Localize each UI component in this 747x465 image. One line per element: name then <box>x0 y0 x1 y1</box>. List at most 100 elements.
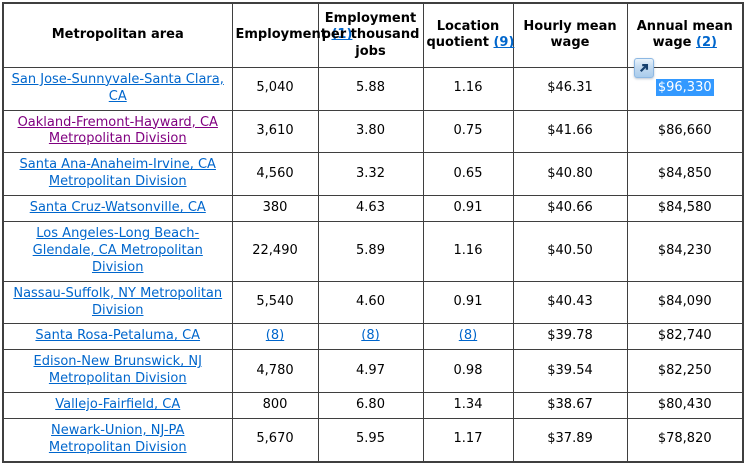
table-row: Newark-Union, NJ-PA Metropolitan Divisio… <box>2 417 744 463</box>
employment-per-thousand-cell: 6.80 <box>317 392 424 419</box>
cell-value: 5.95 <box>356 431 385 447</box>
location-quotient-cell: 1.16 <box>422 220 514 282</box>
annual-mean-wage-cell: $82,250 <box>626 349 744 394</box>
table-row: Los Angeles-Long Beach-Glendale, CA Metr… <box>2 220 744 282</box>
cell-value: 0.75 <box>453 122 483 138</box>
column-header-metro_area: Metropolitan area <box>2 2 233 68</box>
metro-area-cell: Santa Cruz-Watsonville, CA <box>2 195 233 222</box>
cell-value: $37.89 <box>547 431 593 447</box>
cell-value: 3,610 <box>256 122 294 138</box>
annual-mean-wage-cell: $84,580 <box>626 195 744 222</box>
annual-mean-wage-cell: $84,850 <box>626 152 744 197</box>
metro-area-link[interactable]: Vallejo-Fairfield, CA <box>55 397 181 413</box>
column-header-hourly_mean_wage: Hourly mean wage <box>512 2 628 68</box>
hourly-mean-wage-cell: $37.89 <box>512 417 628 463</box>
table-row: Santa Cruz-Watsonville, CA 380 4.63 0.91 $40… <box>2 195 744 222</box>
cell-value: $82,250 <box>657 362 712 378</box>
location-quotient-cell: 0.65 <box>422 152 514 197</box>
employment-cell: 3,610 <box>231 109 319 154</box>
metro-area-link[interactable]: Edison-New Brunswick, NJ Metropolitan Di… <box>33 354 202 387</box>
annual-mean-wage-cell: $82,740 <box>626 323 744 351</box>
hourly-mean-wage-cell: $40.50 <box>512 220 628 282</box>
cell-value: 4,780 <box>256 362 294 378</box>
cell-value: 6.80 <box>356 397 385 413</box>
cell-value: $84,090 <box>657 294 712 310</box>
cell-value: 0.91 <box>453 200 483 216</box>
column-header-label: Hourly mean wage <box>523 19 617 51</box>
employment-cell: 22,490 <box>231 220 319 282</box>
metro-area-link[interactable]: Santa Ana-Anaheim-Irvine, CA Metropolita… <box>19 157 216 190</box>
cell-value: $46.31 <box>547 80 593 96</box>
hourly-mean-wage-cell: $39.54 <box>512 349 628 394</box>
cell-value: $84,580 <box>657 200 712 216</box>
employment-per-thousand-cell: 5.95 <box>317 417 424 463</box>
metro-area-cell: Los Angeles-Long Beach-Glendale, CA Metr… <box>2 220 233 282</box>
location-quotient-cell: (8) <box>422 323 514 351</box>
metro-area-link[interactable]: Nassau-Suffolk, NY Metropolitan Division <box>13 285 223 318</box>
table-row: San Jose-Sunnyvale-Santa Clara, CA 5,040 5… <box>2 66 744 111</box>
metro-area-cell: Nassau-Suffolk, NY Metropolitan Division <box>2 280 233 325</box>
column-header-per_thousand: Employment per thousand jobs <box>317 2 424 68</box>
footnote-link-8[interactable]: (8) <box>265 328 285 344</box>
table-row: Vallejo-Fairfield, CA 800 6.80 1.34 $38.67 $8… <box>2 392 744 419</box>
employment-cell: 5,670 <box>231 417 319 463</box>
annual-mean-wage-cell: $80,430 <box>626 392 744 419</box>
header-row: Metropolitan area Employment (1) Employmen… <box>2 2 744 78</box>
cell-value: $78,820 <box>657 431 712 447</box>
annual-mean-wage-cell: $84,090 <box>626 280 744 325</box>
cell-value: $40.80 <box>547 165 593 181</box>
cell-value: $84,850 <box>657 165 712 181</box>
metro-area-link[interactable]: Los Angeles-Long Beach-Glendale, CA Metr… <box>32 225 203 275</box>
metro-area-link[interactable]: Newark-Union, NJ-PA Metropolitan Divisio… <box>48 423 187 455</box>
cell-value: 4.63 <box>356 200 385 216</box>
cell-value: $38.67 <box>547 397 593 413</box>
table-row: Santa Ana-Anaheim-Irvine, CA Metropolita… <box>2 152 744 197</box>
cell-value: 5,670 <box>256 431 294 447</box>
employment-cell: (8) <box>231 323 319 351</box>
cell-value: 22,490 <box>252 242 298 258</box>
employment-cell: 380 <box>231 195 319 222</box>
cell-value: $41.66 <box>547 122 593 138</box>
footnote-link-9[interactable]: (9) <box>493 35 515 51</box>
cell-value: 3.80 <box>356 122 385 138</box>
cell-value: 800 <box>262 397 288 413</box>
footnote-link-2[interactable]: (2) <box>696 35 717 51</box>
cell-value: 5,040 <box>256 80 294 96</box>
employment-per-thousand-cell: 5.88 <box>317 66 424 111</box>
cell-value: 4,560 <box>256 165 294 181</box>
hourly-mean-wage-cell: $38.67 <box>512 392 628 419</box>
annual-mean-wage-cell: $78,820 <box>626 417 744 463</box>
table-row: Edison-New Brunswick, NJ Metropolitan Di… <box>2 349 744 394</box>
cell-value: 0.91 <box>453 294 483 310</box>
cell-value: 1.16 <box>453 80 483 96</box>
column-header-label: Metropolitan area <box>51 27 184 43</box>
table-row: Santa Rosa-Petaluma, CA (8) (8) (8) $39.78 $8… <box>2 323 744 351</box>
cell-value: 380 <box>262 200 288 216</box>
metro-area-cell: San Jose-Sunnyvale-Santa Clara, CA <box>2 66 233 111</box>
annual-mean-wage-cell: $84,230 <box>626 220 744 282</box>
employment-per-thousand-cell: 4.63 <box>317 195 424 222</box>
column-header-employment: Employment (1) <box>231 2 352 68</box>
cell-value: $82,740 <box>657 328 712 344</box>
cell-value: 4.60 <box>356 294 385 310</box>
cell-value: 1.17 <box>453 431 483 447</box>
accelerator-icon[interactable] <box>633 57 654 78</box>
metro-area-link[interactable]: Oakland-Fremont-Hayward, CA Metropolitan… <box>17 114 218 147</box>
footnote-link-8[interactable]: (8) <box>458 328 478 344</box>
employment-per-thousand-cell: 4.97 <box>317 349 424 394</box>
footnote-link-8[interactable]: (8) <box>361 328 380 344</box>
hourly-mean-wage-cell: $41.66 <box>512 109 628 154</box>
location-quotient-cell: 0.98 <box>422 349 514 394</box>
employment-cell: 4,560 <box>231 152 319 197</box>
location-quotient-cell: 0.91 <box>422 195 514 222</box>
metro-area-link[interactable]: San Jose-Sunnyvale-Santa Clara, CA <box>11 71 224 104</box>
column-header-label: Location quotient <box>426 19 500 51</box>
metro-area-cell: Santa Ana-Anaheim-Irvine, CA Metropolita… <box>2 152 233 197</box>
metro-area-link[interactable]: Santa Cruz-Watsonville, CA <box>29 200 206 216</box>
metro-area-link[interactable]: Santa Rosa-Petaluma, CA <box>35 328 201 344</box>
employment-per-thousand-cell: 4.60 <box>317 280 424 325</box>
cell-value: 3.32 <box>356 165 385 181</box>
employment-per-thousand-cell: 3.80 <box>317 109 424 154</box>
